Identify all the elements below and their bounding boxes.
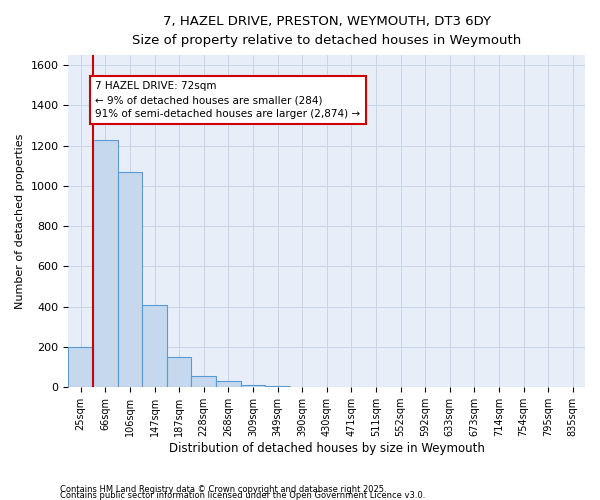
Bar	[265, 386, 290, 387]
Bar	[290, 386, 314, 387]
Y-axis label: Number of detached properties: Number of detached properties	[15, 134, 25, 309]
Title: 7, HAZEL DRIVE, PRESTON, WEYMOUTH, DT3 6DY
Size of property relative to detached: 7, HAZEL DRIVE, PRESTON, WEYMOUTH, DT3 6…	[132, 15, 521, 47]
Bar	[167, 357, 191, 387]
Bar	[93, 140, 118, 387]
Bar	[241, 385, 265, 387]
Bar	[118, 172, 142, 387]
Text: Contains HM Land Registry data © Crown copyright and database right 2025.: Contains HM Land Registry data © Crown c…	[60, 484, 386, 494]
Bar	[216, 381, 241, 387]
Text: Contains public sector information licensed under the Open Government Licence v3: Contains public sector information licen…	[60, 491, 425, 500]
Bar	[142, 304, 167, 387]
Bar	[68, 347, 93, 387]
Text: 7 HAZEL DRIVE: 72sqm
← 9% of detached houses are smaller (284)
91% of semi-detac: 7 HAZEL DRIVE: 72sqm ← 9% of detached ho…	[95, 82, 361, 120]
Bar	[191, 376, 216, 387]
X-axis label: Distribution of detached houses by size in Weymouth: Distribution of detached houses by size …	[169, 442, 485, 455]
